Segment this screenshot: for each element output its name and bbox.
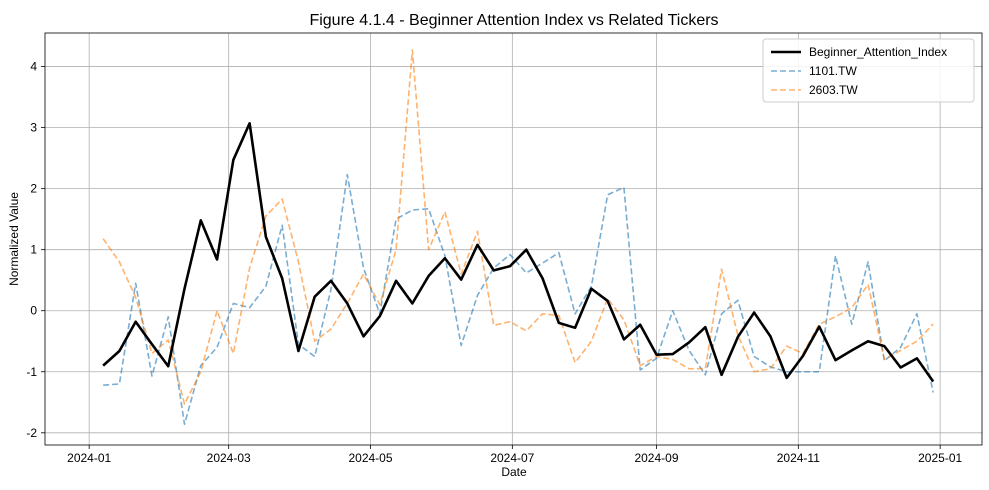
y-tick-label: -2 [26, 426, 37, 440]
series-line-1101-tw [103, 173, 934, 426]
legend-label: 1101.TW [809, 64, 857, 78]
legend: Beginner_Attention_Index 1101.TW 2603.TW [762, 38, 975, 103]
chart-title: Figure 4.1.4 - Beginner Attention Index … [309, 12, 718, 29]
x-axis-label: Date [501, 465, 527, 479]
y-tick-label: 1 [30, 243, 37, 257]
y-axis: -2 -1 0 1 2 3 4 [26, 60, 45, 440]
legend-label: Beginner_Attention_Index [809, 45, 947, 59]
y-tick-label: 2 [30, 182, 37, 196]
x-tick-label: 2024-09 [634, 451, 678, 465]
y-tick-label: 4 [30, 60, 37, 74]
x-tick-label: 2025-01 [918, 451, 962, 465]
y-gridlines [45, 66, 982, 434]
x-tick-label: 2024-05 [348, 451, 392, 465]
y-tick-label: -1 [26, 365, 37, 379]
y-tick-label: 3 [30, 121, 37, 135]
x-tick-label: 2024-03 [207, 451, 251, 465]
series-line-2603-tw [102, 49, 934, 405]
y-axis-label: Normalized Value [7, 192, 21, 286]
x-axis: 2024-01 2024-03 2024-05 2024-07 2024-09 2024-… [67, 445, 962, 465]
x-tick-label: 2024-07 [490, 451, 534, 465]
x-tick-label: 2024-11 [777, 451, 820, 465]
legend-box [762, 38, 975, 103]
x-tick-label: 2024-01 [67, 451, 111, 465]
y-tick-label: 0 [30, 304, 37, 318]
legend-label: 2603.TW [809, 83, 858, 97]
series-line-beginner-attention-index [102, 122, 935, 383]
plot-frame [44, 32, 983, 446]
series-layer [102, 49, 935, 426]
